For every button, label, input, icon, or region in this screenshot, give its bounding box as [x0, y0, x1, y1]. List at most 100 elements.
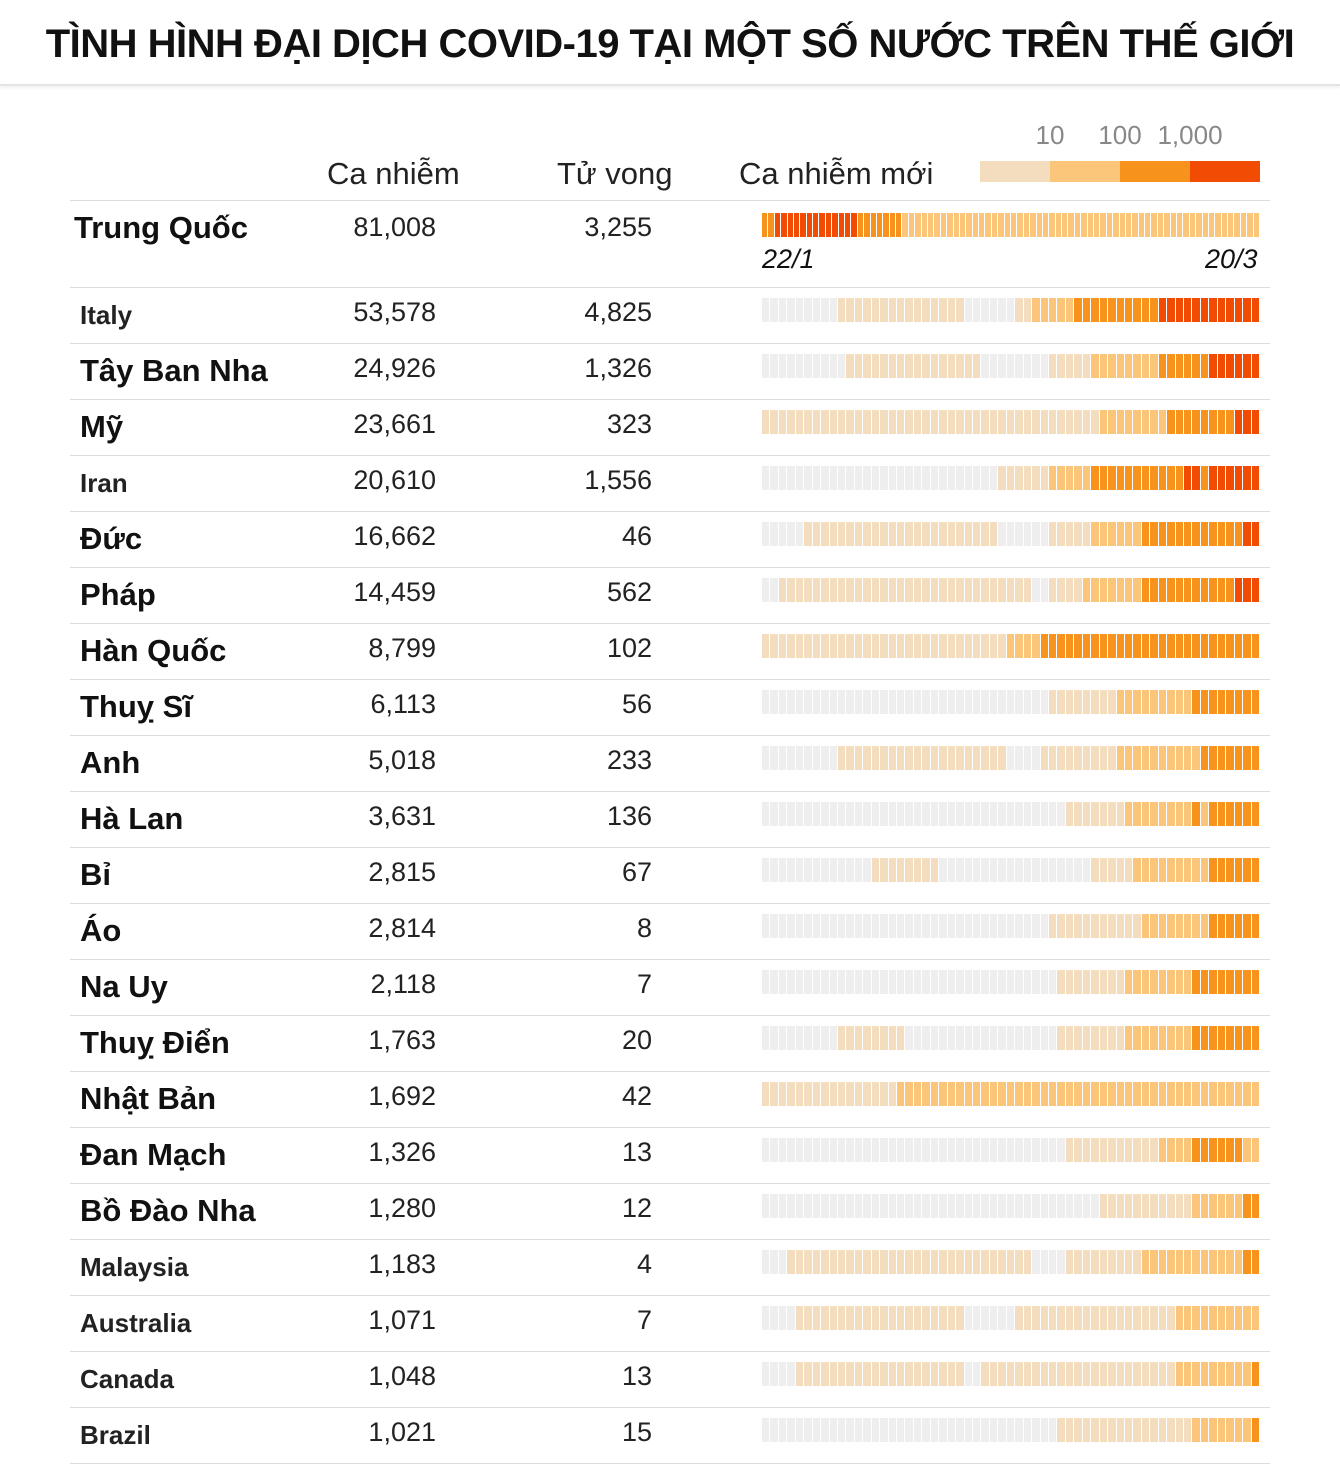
- day-cell: [1200, 1026, 1209, 1050]
- day-cell: [1234, 1418, 1243, 1442]
- day-cell: [1116, 690, 1124, 714]
- day-cell: [863, 1194, 871, 1218]
- day-cell: [1048, 522, 1057, 546]
- cases-value: 16,662: [353, 521, 436, 551]
- day-cell: [888, 578, 897, 602]
- day-cell: [1141, 1026, 1150, 1050]
- day-cell: [998, 634, 1006, 658]
- day-cell: [795, 578, 804, 602]
- day-cell: [1208, 213, 1215, 237]
- day-cell: [1196, 213, 1202, 237]
- day-cell: [1048, 746, 1057, 770]
- day-cell: [1184, 1138, 1192, 1162]
- day-cell: [871, 354, 880, 378]
- day-cell: [1023, 410, 1032, 434]
- day-cell: [863, 578, 871, 602]
- day-cell: [880, 1418, 888, 1442]
- day-cell: [1150, 1138, 1158, 1162]
- day-cell: [1200, 1082, 1209, 1106]
- day-cell: [871, 746, 880, 770]
- day-cell: [947, 690, 956, 714]
- day-cell: [981, 634, 989, 658]
- day-cell: [930, 354, 939, 378]
- day-cell: [770, 1026, 778, 1050]
- day-cell: [915, 213, 921, 237]
- day-cell: [1158, 298, 1167, 322]
- day-cell: [939, 690, 947, 714]
- country-name: Hà Lan: [80, 801, 184, 836]
- day-cell: [998, 690, 1006, 714]
- day-cell: [871, 1306, 880, 1330]
- day-cell: [1074, 690, 1082, 714]
- day-cell: [964, 914, 972, 938]
- day-cell: [1251, 1026, 1259, 1050]
- day-cell: [778, 466, 787, 490]
- day-cell: [1006, 914, 1015, 938]
- day-cell: [837, 1082, 846, 1106]
- day-cell: [1175, 522, 1184, 546]
- day-cell: [1091, 970, 1099, 994]
- cases-value: 20,610: [353, 465, 436, 495]
- day-cell: [880, 1138, 888, 1162]
- day-cell: [806, 213, 813, 237]
- day-cell: [1150, 354, 1158, 378]
- day-cell: [1251, 354, 1259, 378]
- day-cell: [1243, 802, 1251, 826]
- day-cell: [795, 802, 804, 826]
- day-cell: [1032, 858, 1040, 882]
- day-cell: [1023, 578, 1032, 602]
- day-cell: [795, 1082, 804, 1106]
- day-cell: [998, 1138, 1006, 1162]
- day-cell: [774, 213, 781, 237]
- day-cell: [1017, 213, 1023, 237]
- day-cell: [1040, 522, 1048, 546]
- day-cell: [897, 410, 905, 434]
- day-cell: [1247, 213, 1253, 237]
- day-cell: [981, 410, 989, 434]
- day-cell: [1215, 213, 1221, 237]
- day-cell: [897, 970, 905, 994]
- day-cell: [778, 354, 787, 378]
- day-cell: [1209, 522, 1217, 546]
- day-cell: [795, 634, 804, 658]
- day-cell: [1251, 1138, 1259, 1162]
- day-cell: [973, 522, 981, 546]
- day-cell: [762, 1082, 770, 1106]
- day-cell: [762, 914, 770, 938]
- day-cell: [1032, 690, 1040, 714]
- day-cell: [854, 634, 863, 658]
- day-cell: [1032, 466, 1040, 490]
- cases-value: 24,926: [353, 353, 436, 383]
- day-cell: [762, 802, 770, 826]
- day-cell: [913, 578, 922, 602]
- day-cell: [821, 354, 829, 378]
- day-cell: [1040, 1418, 1048, 1442]
- day-cell: [1209, 1138, 1217, 1162]
- day-cell: [871, 1362, 880, 1386]
- country-name: Áo: [80, 913, 122, 948]
- day-cell: [973, 970, 981, 994]
- day-cell: [1200, 522, 1209, 546]
- day-cell: [947, 354, 956, 378]
- day-cell: [880, 746, 888, 770]
- day-cell: [989, 1194, 998, 1218]
- cases-value: 8,799: [368, 633, 436, 663]
- day-cell: [1133, 1306, 1141, 1330]
- day-cell: [1023, 1306, 1032, 1330]
- day-cell: [1108, 354, 1116, 378]
- day-cell: [762, 970, 770, 994]
- day-cell: [1032, 1138, 1040, 1162]
- day-cell: [1226, 746, 1234, 770]
- day-cell: [956, 858, 964, 882]
- day-cell: [1124, 1026, 1133, 1050]
- day-cell: [863, 1362, 871, 1386]
- day-cell: [821, 298, 829, 322]
- day-cell: [1234, 522, 1243, 546]
- day-cell: [905, 858, 913, 882]
- day-cell: [947, 802, 956, 826]
- day-cell: [1226, 1306, 1234, 1330]
- day-cell: [1251, 634, 1259, 658]
- day-cell: [989, 1250, 998, 1274]
- day-cell: [1040, 970, 1048, 994]
- day-cell: [973, 298, 981, 322]
